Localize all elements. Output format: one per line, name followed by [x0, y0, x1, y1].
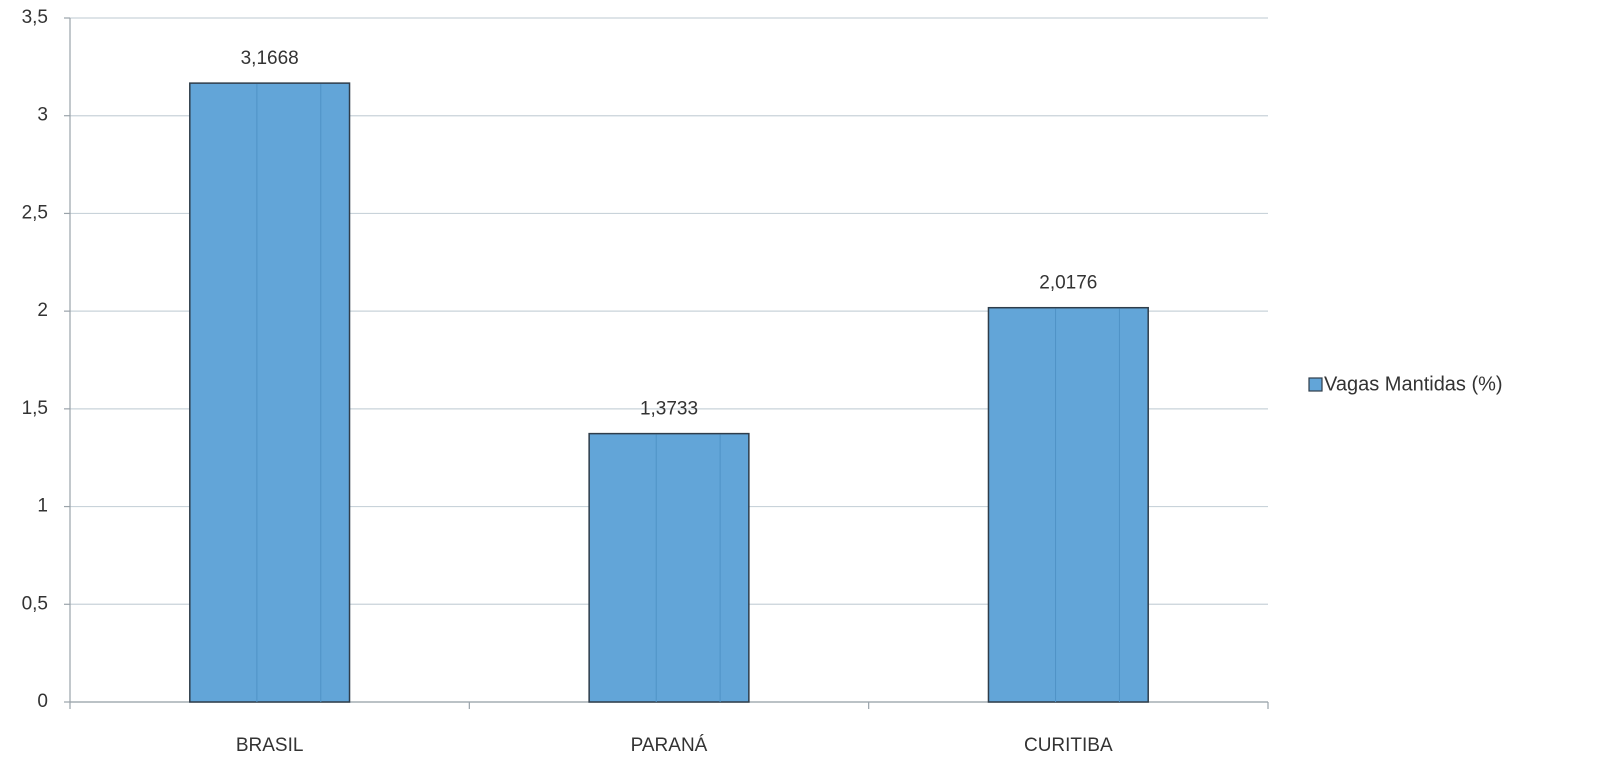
legend-label: Vagas Mantidas (%)	[1324, 373, 1503, 395]
legend-swatch	[1308, 377, 1323, 392]
x-tick-label: PARANÁ	[631, 735, 708, 756]
y-tick-label: 1,5	[22, 398, 48, 419]
bar	[189, 82, 351, 703]
y-tick-label: 1	[37, 496, 48, 517]
y-tick-label: 3	[37, 105, 48, 126]
y-tick-label: 3,5	[22, 7, 48, 28]
bar	[588, 432, 750, 703]
data-label: 1,3733	[640, 399, 698, 420]
y-tick-label: 0	[37, 691, 48, 712]
y-tick-label: 2	[37, 300, 48, 321]
data-label: 3,1668	[241, 48, 299, 69]
y-tick-label: 2,5	[22, 202, 48, 223]
y-tick-label: 0,5	[22, 593, 48, 614]
bar	[987, 306, 1149, 703]
x-tick-label: BRASIL	[236, 735, 304, 756]
x-tick-label: CURITIBA	[1024, 735, 1113, 756]
data-label: 2,0176	[1039, 273, 1097, 294]
